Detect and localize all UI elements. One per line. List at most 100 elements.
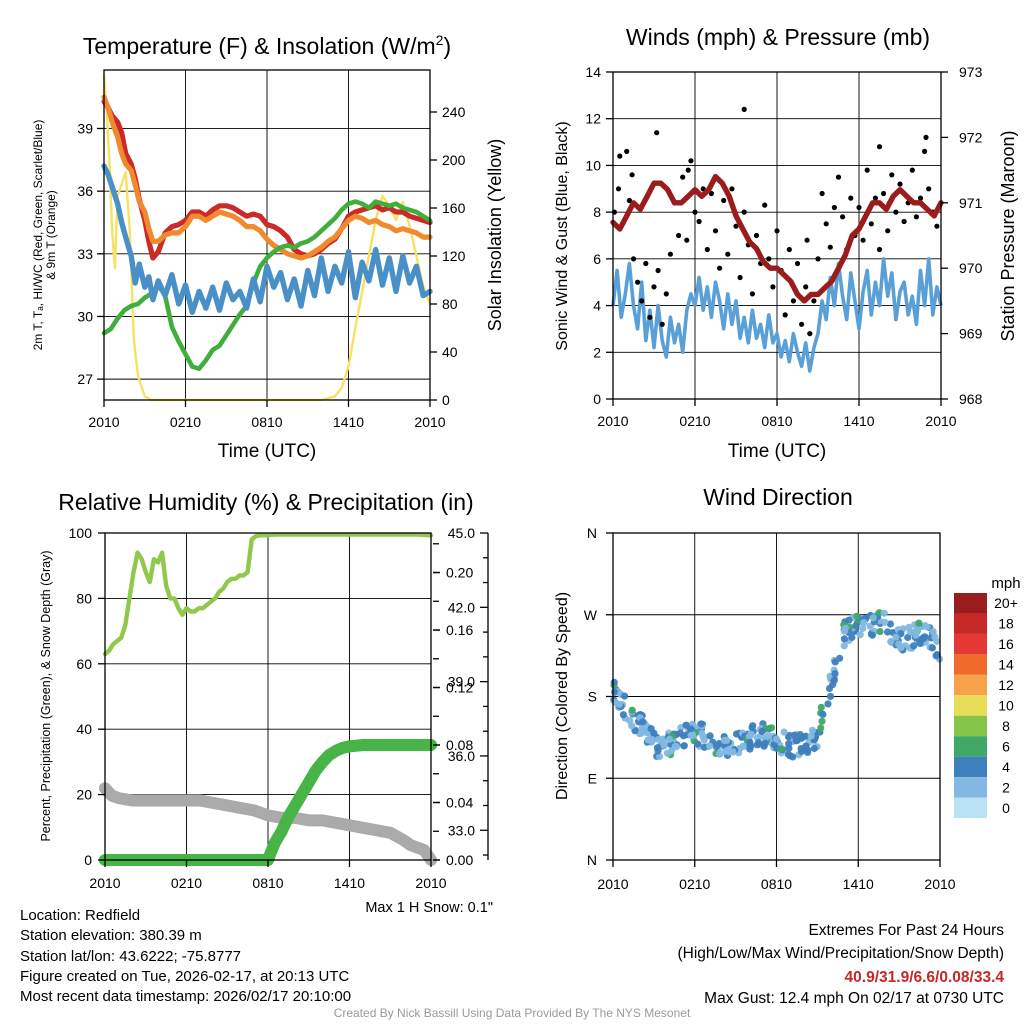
humidity-series-relative-humidity: [102, 532, 434, 657]
direction-point: [868, 631, 877, 639]
insolation-ytick-label: 120: [442, 248, 466, 264]
humidity-ylabel: Percent, Precipitation (Green), & Snow D…: [39, 550, 53, 841]
colorbar-label: 14: [998, 657, 1014, 673]
wind-direction-series: [610, 609, 944, 761]
gust-point: [749, 291, 756, 297]
winds-series-sonic: [611, 257, 943, 373]
gust-point: [794, 260, 801, 267]
direction-point: [807, 732, 815, 740]
temperature-series-9m-t: [101, 94, 433, 261]
winds-ytick-label: 0: [593, 391, 601, 407]
direction-point: [698, 729, 706, 738]
humidity-panel: Relative Humidity (%) & Precipitation (i…: [39, 489, 493, 916]
gust-point: [835, 174, 842, 180]
direction-point: [824, 700, 832, 708]
winds-ytick-label: 2: [593, 344, 601, 360]
direction-point: [880, 609, 888, 617]
winds-panel: Winds (mph) & Pressure (mb) 0 2 4 6 8 10 12 14 9…: [554, 24, 1018, 462]
colorbar-swatch: [954, 695, 987, 716]
direction-point: [853, 612, 861, 620]
direction-point: [810, 744, 818, 753]
gust-point: [617, 153, 623, 159]
gust-point: [909, 167, 915, 173]
direction-point: [676, 729, 684, 737]
extremes-title: Extremes For Past 24 Hours: [808, 922, 1004, 939]
temperature-xtick-label: 2010: [88, 414, 119, 430]
gust-point: [626, 197, 633, 204]
humidity-ytick-label: 60: [76, 656, 92, 672]
gust-point: [893, 209, 899, 215]
temperature-xlabel: Time (UTC): [218, 441, 317, 462]
gust-point: [917, 195, 924, 201]
gust-point: [811, 298, 817, 304]
direction-point: [819, 710, 827, 719]
colorbar-label: 10: [998, 698, 1014, 714]
temperature-xtick-label: 0210: [170, 414, 201, 430]
direction-point: [712, 743, 720, 751]
direction-point: [852, 622, 860, 630]
gust-point: [721, 197, 727, 204]
gust-point: [654, 130, 660, 136]
direction-point: [860, 619, 868, 627]
winds-series: [610, 106, 944, 373]
direction-point: [884, 628, 892, 636]
credit-line: Created By Nick Bassill Using Data Provi…: [333, 1006, 691, 1020]
direction-point: [845, 616, 853, 624]
wind-direction-title: Wind Direction: [703, 484, 853, 510]
humidity-ytick-label: 80: [76, 590, 92, 606]
temperature-xtick-label: 1410: [333, 414, 364, 430]
winds-title: Winds (mph) & Pressure (mb): [626, 24, 930, 50]
gust-point: [741, 106, 747, 112]
gust-point: [819, 190, 825, 197]
gust-point: [635, 279, 641, 285]
direction-point: [886, 620, 895, 628]
temperature-ytick-label: 27: [77, 371, 93, 387]
humidity-ytick-label: 40: [76, 721, 92, 737]
gust-point: [827, 244, 833, 250]
temperature-title: Temperature (F) & Insolation (W/m2): [83, 32, 451, 59]
pressure-ytick-label: 970: [959, 260, 983, 276]
winds-ytick-label: 10: [585, 157, 601, 173]
colorbar-label: 4: [1002, 759, 1010, 775]
pressure-ytick-label: 968: [959, 391, 983, 407]
humidity-ticks: 0 20 40 60 80 100 0.00 0.04 0.08 0.12 0.16 0.20 33.0…: [69, 525, 489, 891]
gust-point: [615, 186, 622, 192]
direction-point: [746, 738, 754, 746]
gust-point: [885, 228, 891, 234]
direction-point: [777, 745, 785, 753]
info-recent: Most recent data timestamp: 2026/02/17 2…: [20, 988, 352, 1006]
winds-ytick-label: 14: [585, 64, 601, 80]
temperature-ylabel-line2: & 9m T (Orange): [44, 190, 58, 280]
info-latlon: Station lat/lon: 43.6222; -75.8777: [20, 947, 242, 965]
colorbar-label: 12: [998, 677, 1014, 693]
direction-point: [694, 740, 702, 748]
direction-point: [869, 614, 877, 622]
direction-point: [619, 711, 628, 719]
direction-point: [910, 642, 918, 650]
gust-point: [737, 274, 743, 281]
winds-xtick-label: 2010: [597, 413, 628, 429]
direction-point: [667, 747, 675, 755]
speed-colorbar: mph 20+ 18 16 14 12 10 8 6 4 2 0: [954, 575, 1021, 818]
gust-point: [786, 246, 792, 253]
direction-point: [665, 735, 674, 743]
direction-point: [706, 732, 714, 740]
gust-point: [803, 284, 809, 290]
direction-point: [848, 633, 856, 642]
direction-point: [929, 628, 937, 636]
direction-point: [628, 722, 636, 730]
gust-point: [725, 251, 731, 257]
info-created: Figure created on Tue, 2026-02-17, at 20…: [20, 967, 350, 985]
humidity-xtick-label: 2010: [89, 875, 120, 891]
gust-point: [685, 167, 691, 173]
gust-point: [876, 246, 883, 253]
winds-ylabel: Sonic Wind & Gust (Blue, Black): [554, 121, 571, 350]
wind-direction-xtick-label: 0810: [761, 876, 792, 892]
gust-point: [782, 312, 788, 318]
winds-ytick-label: 6: [593, 251, 601, 267]
pressure-ytick-label: 972: [959, 129, 983, 145]
direction-point: [656, 752, 664, 761]
colorbar-swatch: [954, 777, 987, 798]
direction-point: [792, 737, 800, 745]
